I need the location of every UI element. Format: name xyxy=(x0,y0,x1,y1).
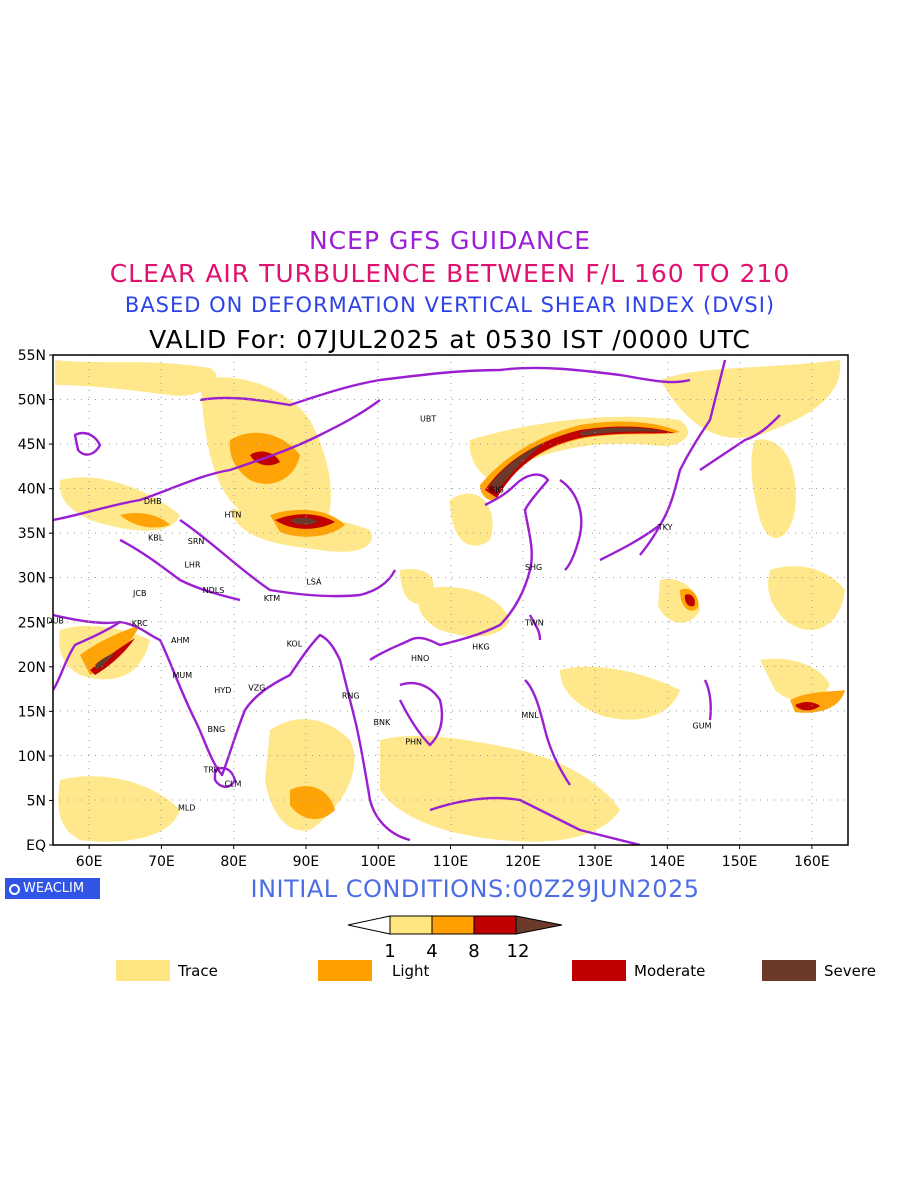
station-bjg: BJG xyxy=(490,486,504,495)
lon-label-100e: 100E xyxy=(360,854,396,870)
station-labels: UBT DHB HTN BJG KBL SRN TKY LHR SHG LSA JCB NDLS KTM… xyxy=(46,414,711,812)
station-mld: MLD xyxy=(178,804,196,813)
title-turbulence: CLEAR AIR TURBULENCE BETWEEN F/L 160 TO … xyxy=(109,259,791,288)
station-dhb: DHB xyxy=(144,497,162,506)
legend-label-light: Light xyxy=(392,961,430,980)
legend-trace: Trace xyxy=(116,960,218,981)
station-ndls: NDLS xyxy=(203,586,225,595)
legend-swatch-trace xyxy=(116,960,170,981)
legend-swatch-moderate xyxy=(572,960,626,981)
station-srn: SRN xyxy=(188,537,205,546)
station-trv: TRV xyxy=(203,765,220,774)
legend-severe: Severe xyxy=(762,960,876,981)
lat-label-35n: 35N xyxy=(18,526,46,542)
station-hno: HNO xyxy=(411,654,429,663)
station-ktm: KTM xyxy=(264,594,281,603)
title-index: BASED ON DEFORMATION VERTICAL SHEAR INDE… xyxy=(124,293,776,317)
colorbar: 1 4 8 12 xyxy=(347,915,563,962)
title-valid-time: VALID For: 07JUL2025 at 0530 IST /0000 U… xyxy=(149,325,751,354)
station-rng: RNG xyxy=(342,691,360,700)
legend-swatch-light xyxy=(318,960,372,981)
station-hyd: HYD xyxy=(214,686,231,695)
colorbar-cell-light xyxy=(431,915,475,935)
legend-swatch-severe xyxy=(762,960,816,981)
legend-moderate: Moderate xyxy=(572,960,705,981)
station-clm: CLM xyxy=(224,780,241,789)
station-bnk: BNK xyxy=(373,718,390,727)
logo-text: WEACLIM xyxy=(23,881,85,896)
station-tky: TKY xyxy=(657,523,673,532)
lat-label-5n: 5N xyxy=(27,793,46,809)
legend-label-trace: Trace xyxy=(178,961,218,980)
lon-label-60e: 60E xyxy=(76,854,103,870)
colorbar-tick-8: 8 xyxy=(468,941,479,962)
lat-label-eq: EQ xyxy=(26,838,46,854)
station-htn: HTN xyxy=(225,510,242,519)
lat-label-30n: 30N xyxy=(18,571,46,587)
station-ubt: UBT xyxy=(420,414,436,423)
turbulence-severe-areas xyxy=(95,427,665,670)
lat-label-10n: 10N xyxy=(18,749,46,765)
station-bng: BNG xyxy=(208,725,226,734)
lat-label-45n: 45N xyxy=(18,437,46,453)
lat-label-40n: 40N xyxy=(18,482,46,498)
station-kol: KOL xyxy=(287,640,303,649)
station-krc: KRC xyxy=(132,619,148,628)
station-hkg: HKG xyxy=(472,642,489,651)
station-twn: TWN xyxy=(524,618,544,627)
legend-label-severe: Severe xyxy=(824,961,876,980)
station-gum: GUM xyxy=(693,722,712,731)
station-mum: MUM xyxy=(173,671,193,680)
initial-conditions: INITIAL CONDITIONS:00Z29JUN2025 xyxy=(250,875,700,903)
station-mnl: MNL xyxy=(521,711,539,720)
latitude-axis: 55N 50N 45N 40N 35N 30N 25N 20N 15N 10N 5N EQ xyxy=(18,348,53,854)
coastlines-and-borders xyxy=(53,359,781,845)
lat-label-50n: 50N xyxy=(18,393,46,409)
lon-label-140e: 140E xyxy=(650,854,686,870)
colorbar-cell-moderate xyxy=(473,915,517,935)
station-ahm: AHM xyxy=(171,636,189,645)
colorbar-tick-4: 4 xyxy=(426,941,437,962)
colorbar-tick-12: 12 xyxy=(507,941,530,962)
lat-label-20n: 20N xyxy=(18,660,46,676)
copyright-icon xyxy=(9,884,20,895)
lat-label-55n: 55N xyxy=(18,348,46,364)
longitude-axis: 60E 70E 80E 90E 100E 110E 120E 130E 140E 150E 160E xyxy=(76,845,830,870)
lat-label-15n: 15N xyxy=(18,704,46,720)
station-dub: DUB xyxy=(46,616,64,625)
colorbar-tick-1: 1 xyxy=(384,941,395,962)
lon-label-160e: 160E xyxy=(794,854,830,870)
station-kbl: KBL xyxy=(148,534,164,543)
colorbar-high-arrow xyxy=(515,915,563,935)
station-lhr: LHR xyxy=(184,560,200,569)
lon-label-80e: 80E xyxy=(220,854,247,870)
lon-label-150e: 150E xyxy=(722,854,758,870)
colorbar-cell-trace xyxy=(389,915,433,935)
weaclim-logo: WEACLIM xyxy=(5,878,100,899)
lon-label-120e: 120E xyxy=(505,854,541,870)
lon-label-90e: 90E xyxy=(293,854,320,870)
legend-label-moderate: Moderate xyxy=(634,961,706,980)
lon-label-110e: 110E xyxy=(433,854,469,870)
station-lsa: LSA xyxy=(306,577,322,586)
turbulence-map: 55N 50N 45N 40N 35N 30N 25N 20N 15N 10N 5N EQ 60E 70… xyxy=(18,348,849,870)
colorbar-low-arrow xyxy=(347,915,391,935)
station-jcb: JCB xyxy=(132,589,146,598)
station-shg: SHG xyxy=(525,563,542,572)
lon-label-70e: 70E xyxy=(148,854,175,870)
station-phn: PHN xyxy=(405,738,422,747)
station-vzg: VZG xyxy=(248,683,265,692)
title-guidance: NCEP GFS GUIDANCE xyxy=(308,226,591,255)
legend-light: Light xyxy=(318,960,429,981)
lon-label-130e: 130E xyxy=(577,854,613,870)
lat-label-25n: 25N xyxy=(18,615,46,631)
lat-lon-gridlines xyxy=(53,355,848,845)
